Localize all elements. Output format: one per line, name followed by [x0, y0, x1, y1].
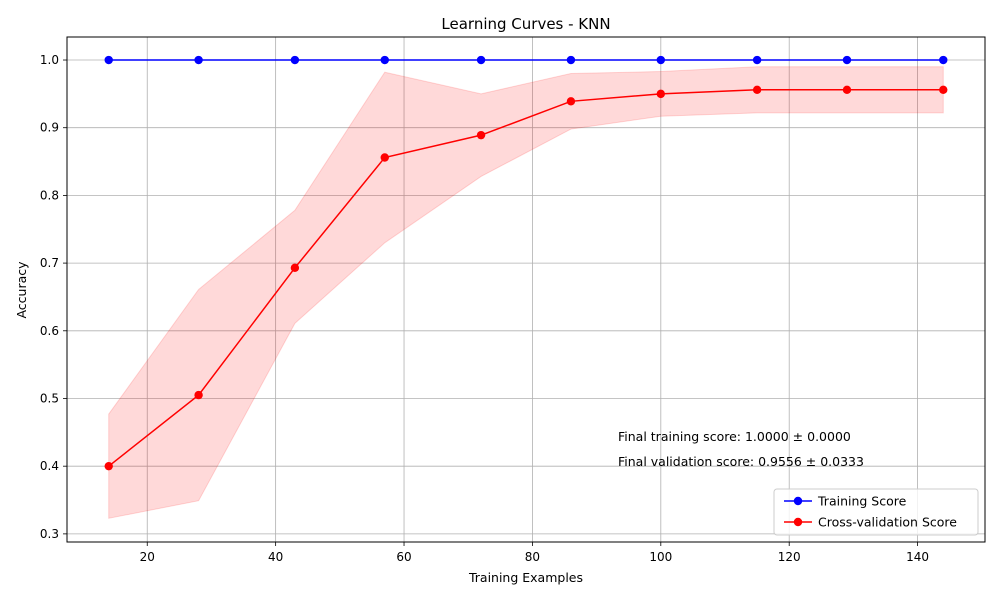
- x-tick-label: 60: [396, 550, 411, 564]
- y-tick-label: 0.3: [40, 527, 59, 541]
- data-point: [194, 55, 203, 65]
- plot-frame: [66, 36, 986, 543]
- data-point: [194, 390, 203, 400]
- data-point: [476, 55, 486, 65]
- legend: Training Score Cross-validation Score: [773, 488, 979, 536]
- y-tick-label: 0.7: [40, 256, 59, 270]
- data-point: [380, 55, 389, 65]
- data-point: [380, 153, 389, 162]
- chart-title: Learning Curves - KNN: [441, 15, 610, 33]
- x-tick-label: 40: [268, 550, 283, 564]
- score-annotation: Final validation score: 0.9556 ± 0.0333: [618, 454, 864, 469]
- data-point: [656, 89, 666, 99]
- series-line: [108, 89, 944, 467]
- data-point: [842, 55, 852, 65]
- data-point: [476, 130, 486, 140]
- x-tick-label: 20: [140, 550, 155, 564]
- data-point: [752, 55, 762, 65]
- data-point: [104, 461, 113, 471]
- axis-ticks: 20 40 60 80 100 120 140 0.3 0.4 0.5 0.6 0.7 0.8 0.9 1.…: [40, 53, 929, 564]
- legend-box: [773, 488, 979, 536]
- data-point: [939, 55, 948, 65]
- y-axis-label: Accuracy: [14, 261, 29, 319]
- data-point: [566, 97, 576, 106]
- x-tick-label: 140: [906, 550, 929, 564]
- confidence-bands: [108, 66, 944, 519]
- data-point: [752, 85, 762, 95]
- legend-label: Cross-validation Score: [818, 515, 957, 530]
- legend-marker: [793, 496, 803, 506]
- score-annotation: Final training score: 1.0000 ± 0.0000: [618, 429, 851, 444]
- data-point: [842, 85, 852, 95]
- data-series: [104, 55, 948, 471]
- x-tick-label: 100: [649, 550, 672, 564]
- y-tick-label: 0.4: [40, 459, 59, 473]
- data-point: [939, 85, 948, 95]
- x-axis-label: Training Examples: [468, 570, 583, 585]
- data-point: [290, 263, 300, 273]
- x-tick-label: 120: [778, 550, 801, 564]
- data-point: [104, 55, 113, 65]
- y-tick-label: 0.8: [40, 188, 59, 202]
- data-point: [566, 55, 576, 65]
- y-tick-label: 0.6: [40, 324, 59, 338]
- legend-label: Training Score: [817, 494, 907, 509]
- x-tick-label: 80: [525, 550, 540, 564]
- data-point: [290, 55, 300, 65]
- y-tick-label: 0.5: [40, 391, 59, 405]
- score-annotations: Final training score: 1.0000 ± 0.0000 Fin…: [618, 429, 864, 469]
- confidence-band: [108, 66, 944, 519]
- y-tick-label: 0.9: [40, 121, 59, 135]
- legend-marker: [793, 517, 803, 527]
- data-point: [656, 55, 666, 65]
- y-tick-label: 1.0: [40, 53, 59, 67]
